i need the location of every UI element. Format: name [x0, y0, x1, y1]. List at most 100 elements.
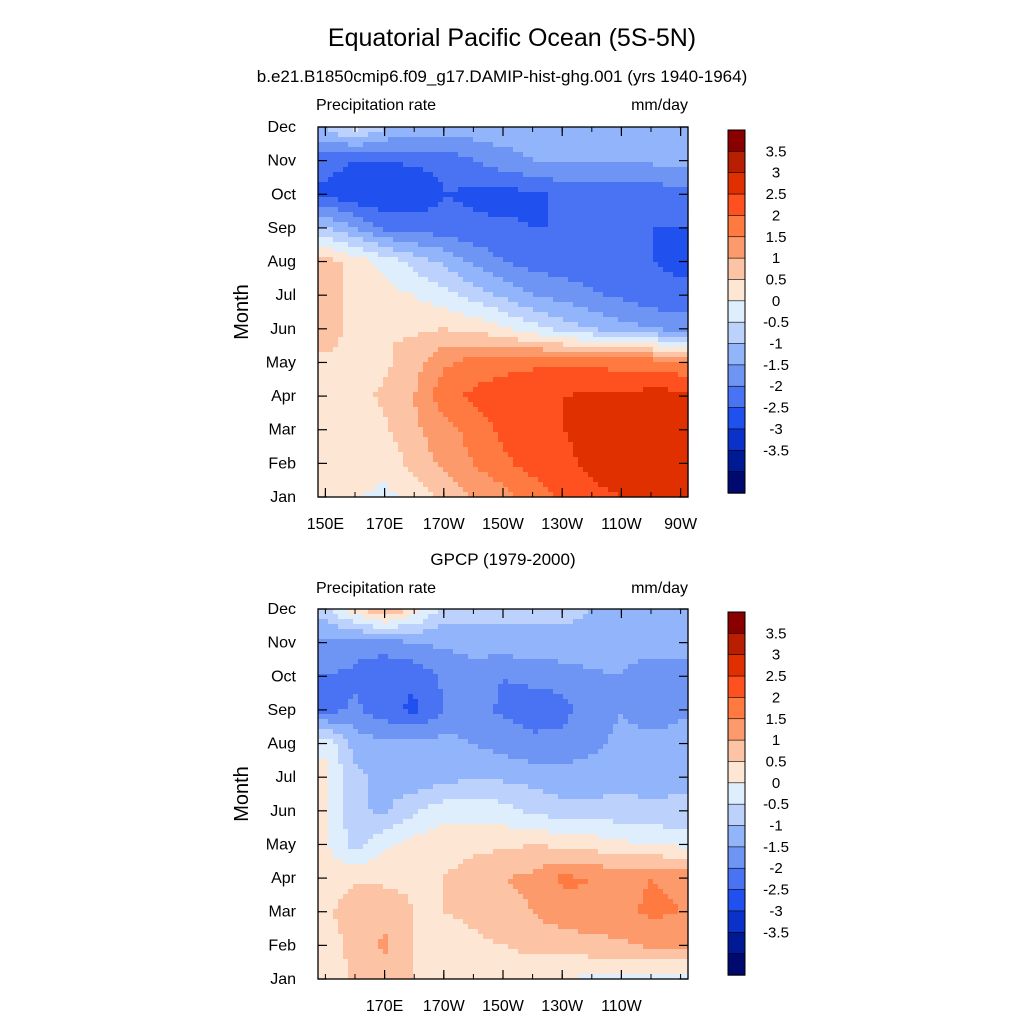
contour-cell — [648, 307, 654, 313]
contour-cell — [613, 447, 619, 453]
contour-cell — [423, 342, 429, 348]
contour-cell — [618, 147, 624, 153]
contour-cell — [493, 252, 499, 258]
contour-cell — [468, 397, 474, 403]
contour-cell — [388, 312, 394, 318]
contour-cell — [463, 357, 469, 363]
contour-cell — [483, 267, 489, 273]
contour-cell — [318, 322, 324, 328]
contour-cell — [478, 142, 484, 148]
contour-cell — [643, 412, 649, 418]
contour-cell — [523, 287, 529, 293]
contour-cell — [528, 337, 534, 343]
contour-cell — [683, 257, 689, 263]
contour-cell — [343, 127, 349, 133]
contour-cell — [558, 452, 564, 458]
contour-cell — [568, 292, 574, 298]
contour-cell — [673, 137, 679, 143]
contour-cell — [603, 252, 609, 258]
contour-cell — [683, 137, 689, 143]
contour-cell — [463, 137, 469, 143]
contour-cell — [443, 382, 449, 388]
contour-cell — [453, 342, 459, 348]
contour-cell — [318, 252, 324, 258]
contour-cell — [518, 297, 524, 303]
contour-cell — [353, 442, 359, 448]
contour-cell — [543, 452, 549, 458]
contour-cell — [553, 437, 559, 443]
contour-cell — [608, 147, 614, 153]
contour-cell — [563, 187, 569, 193]
contour-cell — [623, 147, 629, 153]
contour-cell — [468, 362, 474, 368]
contour-cell — [413, 197, 419, 203]
contour-cell — [488, 282, 494, 288]
contour-cell — [488, 392, 494, 398]
contour-cell — [463, 157, 469, 163]
contour-cell — [338, 382, 344, 388]
contour-cell — [468, 187, 474, 193]
contour-cell — [333, 457, 339, 463]
contour-cell — [358, 412, 364, 418]
contour-cell — [368, 432, 374, 438]
contour-cell — [573, 387, 579, 393]
contour-cell — [413, 257, 419, 263]
contour-cell — [518, 402, 524, 408]
contour-cell — [493, 337, 499, 343]
contour-cell — [573, 132, 579, 138]
contour-cell — [513, 197, 519, 203]
contour-cell — [598, 367, 604, 373]
contour-cell — [343, 327, 349, 333]
contour-cell — [343, 177, 349, 183]
contour-cell — [583, 397, 589, 403]
contour-cell — [653, 392, 659, 398]
contour-cell — [353, 402, 359, 408]
contour-cell — [493, 287, 499, 293]
contour-cell — [318, 167, 324, 173]
contour-cell — [393, 227, 399, 233]
contour-cell — [508, 172, 514, 178]
contour-cell — [413, 157, 419, 163]
contour-cell — [483, 392, 489, 398]
contour-cell — [418, 277, 424, 283]
contour-cell — [393, 432, 399, 438]
contour-cell — [643, 192, 649, 198]
contour-cell — [478, 297, 484, 303]
contour-cell — [483, 292, 489, 298]
contour-cell — [388, 372, 394, 378]
contour-cell — [388, 147, 394, 153]
contour-cell — [483, 237, 489, 243]
contour-cell — [483, 332, 489, 338]
contour-cell — [458, 242, 464, 248]
contour-cell — [463, 132, 469, 138]
contour-cell — [363, 252, 369, 258]
contour-cell — [548, 312, 554, 318]
contour-cell — [443, 257, 449, 263]
contour-cell — [593, 147, 599, 153]
contour-cell — [363, 137, 369, 143]
contour-cell — [463, 127, 469, 133]
contour-cell — [443, 377, 449, 383]
contour-cell — [468, 157, 474, 163]
contour-cell — [498, 427, 504, 433]
contour-cell — [578, 177, 584, 183]
contour-cell — [438, 242, 444, 248]
contour-cell — [648, 207, 654, 213]
contour-cell — [588, 372, 594, 378]
contour-cell — [478, 382, 484, 388]
contour-cell — [333, 257, 339, 263]
contour-cell — [488, 447, 494, 453]
contour-cell — [523, 237, 529, 243]
contour-cell — [563, 237, 569, 243]
contour-cell — [663, 287, 669, 293]
contour-cell — [468, 407, 474, 413]
contour-cell — [368, 212, 374, 218]
contour-cell — [658, 307, 664, 313]
contour-cell — [628, 457, 634, 463]
contour-cell — [618, 352, 624, 358]
contour-cell — [408, 262, 414, 268]
contour-cell — [663, 227, 669, 233]
contour-cell — [458, 307, 464, 313]
contour-cell — [448, 412, 454, 418]
contour-cell — [658, 287, 664, 293]
